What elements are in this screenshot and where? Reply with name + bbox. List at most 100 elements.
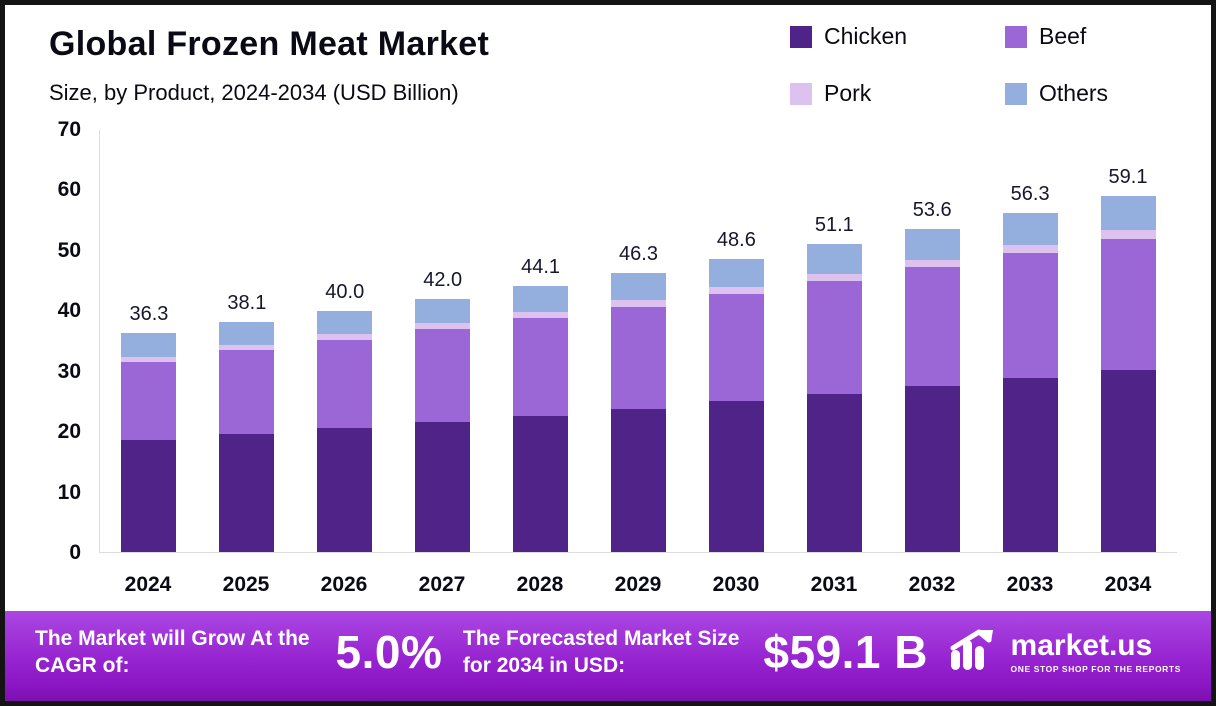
- bar-column-2034: 59.1: [1079, 130, 1177, 552]
- bar-segment-others: [121, 333, 177, 357]
- bar-segment-chicken: [904, 386, 960, 552]
- bar-segment-beef: [610, 306, 666, 410]
- bar-segment-pork: [415, 322, 471, 329]
- bar-total-label: 36.3: [129, 303, 169, 326]
- bar-segment-pork: [708, 287, 764, 294]
- bar-stack-2024: [121, 333, 177, 552]
- bar-column-2027: 42.0: [394, 130, 492, 552]
- x-axis-label-2033: 2033: [1006, 573, 1054, 596]
- bar-segment-pork: [513, 312, 569, 319]
- bar-stack-2027: [415, 298, 471, 552]
- bar-segment-beef: [219, 350, 275, 435]
- y-axis-tick-0: 0: [69, 541, 81, 564]
- bar-total-label: 46.3: [619, 242, 658, 265]
- x-axis-label-2032: 2032: [908, 573, 956, 596]
- bar-segment-beef: [708, 293, 764, 402]
- bars-row: 36.3 38.1 40.0 42.0 44.1 46.3 48.6 51.1 53.6 56.3…: [100, 130, 1177, 552]
- bar-segment-beef: [1002, 252, 1058, 378]
- bar-stack-2030: [708, 259, 764, 552]
- x-axis-label-2027: 2027: [418, 573, 466, 596]
- bar-segment-pork: [1100, 230, 1156, 239]
- bar-segment-chicken: [317, 428, 373, 552]
- footer-banner: The Market will Grow At the CAGR of: 5.0…: [5, 611, 1211, 701]
- legend-label: Pork: [824, 80, 872, 106]
- plot-area: 36.3 38.1 40.0 42.0 44.1 46.3 48.6 51.1 53.6 56.3…: [99, 130, 1177, 553]
- bar-column-2025: 38.1: [198, 130, 296, 552]
- bar-segment-pork: [610, 300, 666, 307]
- bar-segment-pork: [317, 333, 373, 340]
- bar-segment-chicken: [708, 401, 764, 552]
- cagr-value: 5.0%: [335, 626, 443, 678]
- bar-column-2031: 51.1: [785, 130, 883, 552]
- legend-swatch-chicken: [790, 25, 812, 48]
- bar-segment-chicken: [121, 440, 177, 552]
- bar-segment-others: [219, 322, 275, 345]
- bar-column-2024: 36.3: [100, 130, 198, 552]
- brand-name: market.us: [1010, 628, 1153, 662]
- bar-stack-2028: [513, 286, 569, 552]
- y-axis-tick-70: 70: [57, 118, 81, 141]
- bar-stack-2025: [219, 322, 275, 552]
- legend-item-chicken: Chicken: [790, 23, 975, 50]
- bar-column-2029: 46.3: [590, 130, 688, 552]
- bar-column-2032: 53.6: [883, 130, 981, 552]
- legend-item-others: Others: [1005, 80, 1165, 107]
- x-axis-row: 2024 2025 2026 2027 2028 2029 2030 2031 2032 2033…: [99, 573, 1177, 597]
- bar-segment-others: [806, 243, 862, 274]
- bar-segment-pork: [219, 344, 275, 351]
- x-axis-label-2034: 2034: [1104, 573, 1152, 596]
- chart-header: Global Frozen Meat Market Size, by Produ…: [5, 5, 1211, 106]
- bar-segment-others: [513, 286, 569, 313]
- bar-segment-pork: [121, 356, 177, 363]
- bar-segment-chicken: [806, 394, 862, 552]
- x-axis-label-2025: 2025: [222, 573, 270, 596]
- bar-segment-chicken: [415, 422, 471, 552]
- bar-segment-others: [610, 272, 666, 301]
- legend-label: Beef: [1039, 23, 1087, 49]
- bar-segment-chicken: [610, 409, 666, 552]
- bar-stack-2033: [1002, 212, 1058, 552]
- bar-total-label: 38.1: [227, 292, 267, 315]
- y-axis-tick-60: 60: [57, 178, 81, 202]
- bar-column-2028: 44.1: [492, 130, 590, 552]
- legend-swatch-pork: [790, 82, 812, 105]
- bar-stack-2026: [317, 310, 373, 552]
- bar-total-label: 51.1: [814, 213, 854, 236]
- bar-segment-chicken: [1100, 369, 1156, 552]
- page-title: Global Frozen Meat Market: [49, 25, 490, 63]
- bar-total-label: 53.6: [912, 198, 952, 221]
- brand-logo: market.us ONE STOP SHOP FOR THE REPORTS: [949, 628, 1181, 677]
- bar-stack-2034: [1100, 195, 1156, 552]
- bar-total-label: 42.0: [423, 268, 463, 291]
- x-axis-label-2024: 2024: [124, 573, 172, 596]
- brand-text: market.us ONE STOP SHOP FOR THE REPORTS: [1010, 628, 1181, 674]
- legend-swatch-others: [1005, 82, 1027, 105]
- y-axis-tick-20: 20: [57, 420, 81, 444]
- chart-area: 0 10 20 30 40 50 60 70 36.3 38.1 40.0 42.0 44.1 46.3…: [35, 116, 1185, 611]
- bar-segment-beef: [806, 280, 862, 395]
- bar-total-label: 48.6: [716, 229, 756, 252]
- bar-segment-others: [904, 228, 960, 261]
- cagr-label: The Market will Grow At the CAGR of:: [35, 626, 310, 677]
- x-axis-label-2029: 2029: [614, 573, 662, 596]
- bar-total-label: 44.1: [521, 256, 561, 279]
- bar-segment-beef: [415, 328, 471, 423]
- bar-stack-2032: [904, 228, 960, 552]
- bar-column-2026: 40.0: [296, 130, 394, 552]
- x-axis-label-2031: 2031: [810, 573, 858, 596]
- legend-label: Chicken: [824, 23, 908, 49]
- bar-total-label: 40.0: [325, 280, 365, 303]
- bar-segment-others: [708, 259, 764, 288]
- marketus-logo-icon: [949, 628, 1001, 677]
- x-axis-label-2026: 2026: [320, 573, 368, 596]
- bar-column-2030: 48.6: [687, 130, 785, 552]
- x-axis-label-2030: 2030: [712, 573, 760, 596]
- forecast-label: The Forecasted Market Size for 2034 in U…: [462, 626, 740, 677]
- bar-stack-2031: [806, 243, 862, 552]
- bar-total-label: 59.1: [1108, 165, 1148, 188]
- y-axis-tick-50: 50: [57, 238, 81, 262]
- y-axis-tick-40: 40: [57, 299, 81, 323]
- bar-segment-pork: [904, 260, 960, 268]
- bar-segment-others: [1002, 212, 1058, 246]
- bar-segment-beef: [317, 339, 373, 429]
